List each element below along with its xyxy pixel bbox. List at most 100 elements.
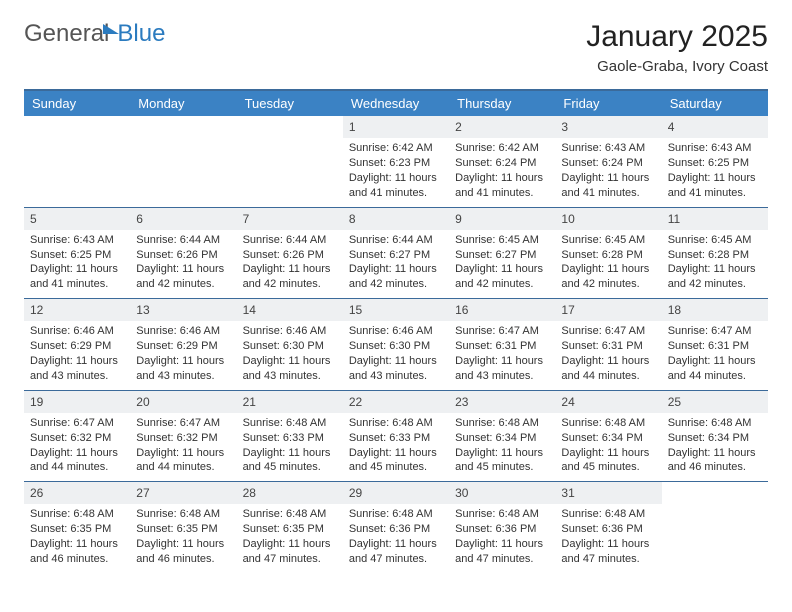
daylight-text: Daylight: 11 hours and 45 minutes. [455, 446, 549, 476]
day-number: 5 [24, 208, 130, 230]
sunrise-text: Sunrise: 6:46 AM [30, 324, 124, 339]
daylight-text: Daylight: 11 hours and 47 minutes. [455, 537, 549, 567]
sunset-text: Sunset: 6:26 PM [136, 248, 230, 263]
day-header: Tuesday [237, 90, 343, 116]
sunset-text: Sunset: 6:36 PM [561, 522, 655, 537]
daylight-text: Daylight: 11 hours and 42 minutes. [668, 262, 762, 292]
calendar-cell: 2Sunrise: 6:42 AMSunset: 6:24 PMDaylight… [449, 116, 555, 207]
daylight-text: Daylight: 11 hours and 42 minutes. [136, 262, 230, 292]
day-content: Sunrise: 6:48 AMSunset: 6:34 PMDaylight:… [662, 413, 768, 481]
day-number: 29 [343, 482, 449, 504]
sunset-text: Sunset: 6:36 PM [455, 522, 549, 537]
daylight-text: Daylight: 11 hours and 41 minutes. [30, 262, 124, 292]
day-number: 10 [555, 208, 661, 230]
day-content: Sunrise: 6:42 AMSunset: 6:23 PMDaylight:… [343, 138, 449, 206]
day-number: 1 [343, 116, 449, 138]
month-title: January 2025 [586, 20, 768, 54]
calendar-week: 19Sunrise: 6:47 AMSunset: 6:32 PMDayligh… [24, 390, 768, 482]
sunrise-text: Sunrise: 6:45 AM [668, 233, 762, 248]
sunrise-text: Sunrise: 6:44 AM [349, 233, 443, 248]
sunrise-text: Sunrise: 6:48 AM [561, 416, 655, 431]
day-number-empty [237, 116, 343, 138]
daylight-text: Daylight: 11 hours and 43 minutes. [243, 354, 337, 384]
day-number: 8 [343, 208, 449, 230]
sunrise-text: Sunrise: 6:46 AM [243, 324, 337, 339]
day-content: Sunrise: 6:46 AMSunset: 6:29 PMDaylight:… [130, 321, 236, 389]
day-content: Sunrise: 6:44 AMSunset: 6:26 PMDaylight:… [237, 230, 343, 298]
daylight-text: Daylight: 11 hours and 41 minutes. [561, 171, 655, 201]
sunrise-text: Sunrise: 6:46 AM [136, 324, 230, 339]
calendar-cell: 13Sunrise: 6:46 AMSunset: 6:29 PMDayligh… [130, 299, 236, 391]
calendar-cell: 14Sunrise: 6:46 AMSunset: 6:30 PMDayligh… [237, 299, 343, 391]
calendar-week: 26 Sunrise: 6:48 AM Sunset: 6:35 PM Dayligh… [24, 482, 768, 573]
calendar-cell [24, 116, 130, 207]
day-header: Sunday [24, 90, 130, 116]
calendar-cell: 29Sunrise: 6:48 AMSunset: 6:36 PMDayligh… [343, 482, 449, 573]
sunset-text: Sunset: 6:36 PM [349, 522, 443, 537]
day-number: 9 [449, 208, 555, 230]
day-number: 23 [449, 391, 555, 413]
daylight-text: Daylight: 11 hours and 44 minutes. [561, 354, 655, 384]
calendar-cell: 19Sunrise: 6:47 AMSunset: 6:32 PMDayligh… [24, 390, 130, 482]
day-number: 25 [662, 391, 768, 413]
sunset-text: Sunset: 6:32 PM [136, 431, 230, 446]
sunset-text: Sunset: 6:27 PM [349, 248, 443, 263]
calendar-cell: 1Sunrise: 6:42 AMSunset: 6:23 PMDaylight… [343, 116, 449, 207]
day-number: 18 [662, 299, 768, 321]
sunrise-text: Sunrise: 6:48 AM [455, 416, 549, 431]
day-number: 15 [343, 299, 449, 321]
day-number: 7 [237, 208, 343, 230]
sunrise-text: Sunrise: 6:48 AM [30, 507, 124, 522]
logo: General Blue [24, 20, 165, 48]
day-number: 28 [237, 482, 343, 504]
daylight-text: Daylight: 11 hours and 45 minutes. [243, 446, 337, 476]
daylight-text: Daylight: 11 hours and 42 minutes. [243, 262, 337, 292]
daylight-text: Daylight: 11 hours and 45 minutes. [561, 446, 655, 476]
day-number: 26 [24, 482, 130, 504]
calendar-cell: 5Sunrise: 6:43 AMSunset: 6:25 PMDaylight… [24, 207, 130, 299]
day-header: Saturday [662, 90, 768, 116]
calendar-cell: 23Sunrise: 6:48 AMSunset: 6:34 PMDayligh… [449, 390, 555, 482]
calendar-body: 1Sunrise: 6:42 AMSunset: 6:23 PMDaylight… [24, 116, 768, 573]
sunset-text: Sunset: 6:24 PM [561, 156, 655, 171]
calendar-week: 5Sunrise: 6:43 AMSunset: 6:25 PMDaylight… [24, 207, 768, 299]
day-header: Monday [130, 90, 236, 116]
day-number: 22 [343, 391, 449, 413]
daylight-text: Daylight: 11 hours and 44 minutes. [136, 446, 230, 476]
calendar-cell: 3Sunrise: 6:43 AMSunset: 6:24 PMDaylight… [555, 116, 661, 207]
sunrise-text: Sunrise: 6:47 AM [561, 324, 655, 339]
daylight-text: Daylight: 11 hours and 43 minutes. [30, 354, 124, 384]
daylight-text: Daylight: 11 hours and 47 minutes. [349, 537, 443, 567]
day-number: 31 [555, 482, 661, 504]
day-number: 13 [130, 299, 236, 321]
daylight-text: Daylight: 11 hours and 44 minutes. [668, 354, 762, 384]
daylight-text: Daylight: 11 hours and 41 minutes. [668, 171, 762, 201]
daylight-text: Daylight: 11 hours and 47 minutes. [561, 537, 655, 567]
sunrise-text: Sunrise: 6:48 AM [349, 416, 443, 431]
day-content: Sunrise: 6:48 AMSunset: 6:36 PMDaylight:… [343, 504, 449, 572]
sunset-text: Sunset: 6:35 PM [243, 522, 337, 537]
calendar-cell: 16Sunrise: 6:47 AMSunset: 6:31 PMDayligh… [449, 299, 555, 391]
day-number: 11 [662, 208, 768, 230]
calendar-cell: 21Sunrise: 6:48 AMSunset: 6:33 PMDayligh… [237, 390, 343, 482]
sunrise-text: Sunrise: 6:45 AM [561, 233, 655, 248]
calendar-cell: 24Sunrise: 6:48 AMSunset: 6:34 PMDayligh… [555, 390, 661, 482]
day-content: Sunrise: 6:48 AMSunset: 6:33 PMDaylight:… [237, 413, 343, 481]
calendar-table: SundayMondayTuesdayWednesdayThursdayFrid… [24, 89, 768, 573]
calendar-cell: 20Sunrise: 6:47 AMSunset: 6:32 PMDayligh… [130, 390, 236, 482]
day-content: Sunrise: 6:45 AMSunset: 6:28 PMDaylight:… [555, 230, 661, 298]
day-content: Sunrise: 6:47 AMSunset: 6:32 PMDaylight:… [24, 413, 130, 481]
day-header: Thursday [449, 90, 555, 116]
daylight-text: Daylight: 11 hours and 46 minutes. [30, 537, 124, 567]
daylight-text: Daylight: 11 hours and 42 minutes. [561, 262, 655, 292]
day-content: Sunrise: 6:48 AMSunset: 6:36 PMDaylight:… [555, 504, 661, 572]
day-number: 21 [237, 391, 343, 413]
sunset-text: Sunset: 6:23 PM [349, 156, 443, 171]
day-content: Sunrise: 6:47 AMSunset: 6:32 PMDaylight:… [130, 413, 236, 481]
day-number: 27 [130, 482, 236, 504]
daylight-text: Daylight: 11 hours and 43 minutes. [136, 354, 230, 384]
sunset-text: Sunset: 6:35 PM [136, 522, 230, 537]
calendar-cell: 17Sunrise: 6:47 AMSunset: 6:31 PMDayligh… [555, 299, 661, 391]
day-content: Sunrise: 6:46 AMSunset: 6:30 PMDaylight:… [237, 321, 343, 389]
sunrise-text: Sunrise: 6:45 AM [455, 233, 549, 248]
